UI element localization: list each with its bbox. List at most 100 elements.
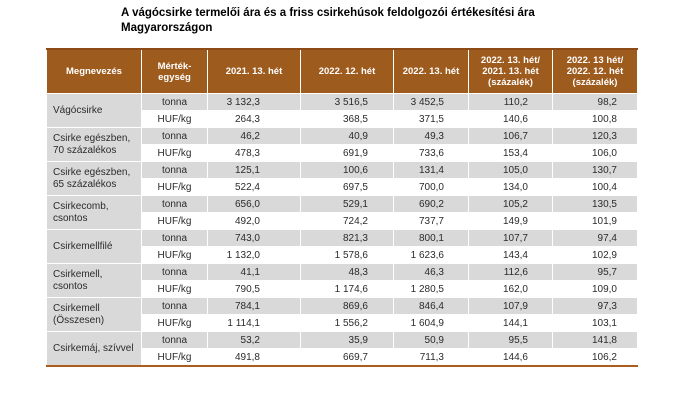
value-cell: 109,0 xyxy=(552,280,638,298)
value-cell: 697,5 xyxy=(300,178,394,196)
value-cell: 784,1 xyxy=(207,297,301,315)
col-header-pct-vs-prev: 2022. 13 hét/ 2022. 12. hét (százalék) xyxy=(552,48,638,94)
unit-cell: HUF/kg xyxy=(141,246,208,264)
value-cell: 478,3 xyxy=(207,144,301,162)
value-cell: 492,0 xyxy=(207,212,301,230)
table-row-tonna: Vágócsirke tonna 3 132,3 3 516,5 3 452,5 110,… xyxy=(46,93,638,128)
value-cell: 106,2 xyxy=(552,348,638,367)
product-label-cell: Csirke egészben, 65 százalékos xyxy=(46,161,142,196)
value-cell: 98,2 xyxy=(552,93,638,111)
unit-cell: HUF/kg xyxy=(141,348,208,367)
page-title: A vágócsirke termelői ára és a friss csi… xyxy=(121,7,535,34)
value-cell: 656,0 xyxy=(207,195,301,213)
value-cell: 141,8 xyxy=(552,331,638,349)
value-cell: 50,9 xyxy=(393,331,469,349)
product-label-cell: Csirkemellfilé xyxy=(46,229,142,264)
product-label-cell: Csirkemáj, szívvel xyxy=(46,331,142,367)
col-header-2022-13-het: 2022. 13. hét xyxy=(393,48,469,94)
value-cell: 97,3 xyxy=(552,297,638,315)
value-cell: 105,2 xyxy=(468,195,553,213)
table-row-tonna: Csirkemellfilé tonna 743,0 821,3 800,1 107,7 9… xyxy=(46,229,638,264)
value-cell: 711,3 xyxy=(393,348,469,367)
value-cell: 41,1 xyxy=(207,263,301,281)
value-cell: 743,0 xyxy=(207,229,301,247)
value-cell: 35,9 xyxy=(300,331,394,349)
value-cell: 46,3 xyxy=(393,263,469,281)
unit-cell: tonna xyxy=(141,127,208,145)
col-header-2021-13-het: 2021. 13. hét xyxy=(207,48,301,94)
col-header-mertekegyseg: Mérték- egység xyxy=(141,48,208,94)
value-cell: 700,0 xyxy=(393,178,469,196)
value-cell: 691,9 xyxy=(300,144,394,162)
value-cell: 131,4 xyxy=(393,161,469,179)
value-cell: 112,6 xyxy=(468,263,553,281)
value-cell: 669,7 xyxy=(300,348,394,367)
value-cell: 529,1 xyxy=(300,195,394,213)
value-cell: 790,5 xyxy=(207,280,301,298)
value-cell: 690,2 xyxy=(393,195,469,213)
value-cell: 1 578,6 xyxy=(300,246,394,264)
value-cell: 49,3 xyxy=(393,127,469,145)
table-row-hufkg: HUF/kg 492,0 724,2 737,7 149,9 101,9 xyxy=(47,212,638,230)
unit-cell: tonna xyxy=(141,297,208,315)
value-cell: 120,3 xyxy=(552,127,638,145)
value-cell: 106,0 xyxy=(552,144,638,162)
value-cell: 110,2 xyxy=(468,93,553,111)
value-cell: 371,5 xyxy=(393,110,469,128)
table-row-tonna: Csirke egészben, 65 százalékos tonna 125,1… xyxy=(46,161,638,196)
value-cell: 1 556,2 xyxy=(300,314,394,332)
value-cell: 101,9 xyxy=(552,212,638,230)
value-cell: 264,3 xyxy=(207,110,301,128)
value-cell: 130,7 xyxy=(552,161,638,179)
unit-cell: tonna xyxy=(141,263,208,281)
table-row-hufkg: HUF/kg 491,8 669,7 711,3 144,6 106,2 xyxy=(47,348,638,367)
value-cell: 153,4 xyxy=(468,144,553,162)
value-cell: 1 174,6 xyxy=(300,280,394,298)
table-header: Megnevezés Mérték- egység 2021. 13. hét … xyxy=(46,48,638,94)
value-cell: 846,4 xyxy=(393,297,469,315)
col-header-pct-vs-2021: 2022. 13. hét/ 2021. 13. hét (százalék) xyxy=(468,48,553,94)
value-cell: 144,6 xyxy=(468,348,553,367)
unit-cell: tonna xyxy=(141,195,208,213)
value-cell: 821,3 xyxy=(300,229,394,247)
value-cell: 105,0 xyxy=(468,161,553,179)
value-cell: 1 623,6 xyxy=(393,246,469,264)
price-table: Megnevezés Mérték- egység 2021. 13. hét … xyxy=(46,48,638,367)
value-cell: 95,7 xyxy=(552,263,638,281)
value-cell: 140,6 xyxy=(468,110,553,128)
value-cell: 143,4 xyxy=(468,246,553,264)
unit-cell: HUF/kg xyxy=(141,178,208,196)
unit-cell: tonna xyxy=(141,93,208,111)
table-row-hufkg: HUF/kg 478,3 691,9 733,6 153,4 106,0 xyxy=(47,144,638,162)
value-cell: 149,9 xyxy=(468,212,553,230)
value-cell: 107,9 xyxy=(468,297,553,315)
value-cell: 1 132,0 xyxy=(207,246,301,264)
value-cell: 800,1 xyxy=(393,229,469,247)
col-header-2022-12-het: 2022. 12. hét xyxy=(300,48,394,94)
value-cell: 100,8 xyxy=(552,110,638,128)
value-cell: 53,2 xyxy=(207,331,301,349)
value-cell: 130,5 xyxy=(552,195,638,213)
value-cell: 1 114,1 xyxy=(207,314,301,332)
value-cell: 134,0 xyxy=(468,178,553,196)
value-cell: 1 604,9 xyxy=(393,314,469,332)
col-header-megnevezes: Megnevezés xyxy=(46,48,142,94)
table-row-tonna: Csirkecomb, csontos tonna 656,0 529,1 690,2 1… xyxy=(46,195,638,230)
value-cell: 733,6 xyxy=(393,144,469,162)
value-cell: 48,3 xyxy=(300,263,394,281)
value-cell: 491,8 xyxy=(207,348,301,367)
value-cell: 737,7 xyxy=(393,212,469,230)
value-cell: 97,4 xyxy=(552,229,638,247)
unit-cell: HUF/kg xyxy=(141,110,208,128)
value-cell: 46,2 xyxy=(207,127,301,145)
value-cell: 1 280,5 xyxy=(393,280,469,298)
value-cell: 100,4 xyxy=(552,178,638,196)
table-row-hufkg: HUF/kg 1 132,0 1 578,6 1 623,6 143,4 102,9 xyxy=(47,246,638,264)
table-row-tonna: Csirkemell, csontos tonna 41,1 48,3 46,3 112,… xyxy=(46,263,638,298)
value-cell: 102,9 xyxy=(552,246,638,264)
value-cell: 100,6 xyxy=(300,161,394,179)
value-cell: 125,1 xyxy=(207,161,301,179)
product-label-cell: Csirke egészben, 70 százalékos xyxy=(46,127,142,162)
unit-cell: HUF/kg xyxy=(141,212,208,230)
value-cell: 103,1 xyxy=(552,314,638,332)
